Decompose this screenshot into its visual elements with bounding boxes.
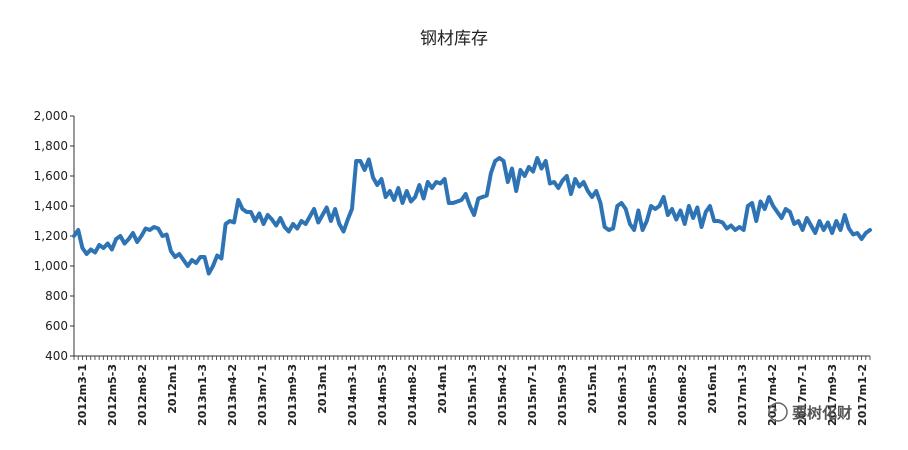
x-axis: 2012m3-1 2012m5-3 2012m8-2 2012m1 2013m1-3 20… <box>73 355 871 426</box>
x-tick-label: 2017m4-2 <box>766 364 779 426</box>
watermark-icon-dot <box>773 408 777 412</box>
x-tick-label: 2017m9-3 <box>826 364 839 426</box>
y-tick-label: 1,400 <box>34 199 68 213</box>
x-tick-label: 2015m9-3 <box>556 364 569 426</box>
watermark-text: 要树化财 <box>792 404 852 422</box>
x-tick-label: 2015m4-2 <box>496 364 509 426</box>
x-tick-label: 2015m7-1 <box>526 364 539 426</box>
y-tick-label: 1,800 <box>34 139 68 153</box>
x-tick-label: 2016m1 <box>706 364 719 414</box>
x-tick-label: 2016m8-2 <box>676 364 689 426</box>
watermark: 要树化财 <box>768 402 852 422</box>
x-tick-label: 2015m1 <box>586 364 599 414</box>
y-tick-label: 1,000 <box>34 259 68 273</box>
x-tick-label: 2017m1-2 <box>856 364 869 426</box>
x-tick-label: 2013m1 <box>316 364 329 414</box>
series-line <box>72 156 872 276</box>
y-tick-label: 400 <box>45 349 68 363</box>
x-tick-label: 2014m3-1 <box>346 364 359 426</box>
series-group <box>72 156 872 276</box>
y-tick-label: 1,200 <box>34 229 68 243</box>
y-tick-label: 1,600 <box>34 169 68 183</box>
x-tick-label: 2012m5-3 <box>106 364 119 426</box>
y-axis: 2,000 1,800 1,600 1,400 1,200 1,000 800 600 400 <box>34 109 75 363</box>
watermark-icon <box>768 402 788 422</box>
x-tick-label: 2012m8-2 <box>136 364 149 426</box>
x-tick-label: 2014m1 <box>436 364 449 414</box>
x-tick-label: 2012m1 <box>166 364 179 414</box>
x-tick-label: 2012m3-1 <box>76 364 89 426</box>
chart-title: 钢材库存 <box>420 29 488 49</box>
x-tick-label: 2013m9-3 <box>286 364 299 426</box>
x-tick-label: 2017m7-1 <box>796 364 809 426</box>
x-tick-label: 2016m3-1 <box>616 364 629 426</box>
x-tick-label: 2013m7-1 <box>256 364 269 426</box>
x-tick-label: 2017m1-3 <box>736 364 749 426</box>
x-tick-label: 2014m5-3 <box>376 364 389 426</box>
x-tick-label: 2013m1-3 <box>196 364 209 426</box>
x-tick-label: 2014m8-2 <box>406 364 419 426</box>
x-tick-label: 2015m1-3 <box>466 364 479 426</box>
y-tick-label: 2,000 <box>34 109 68 123</box>
x-tick-label: 2016m5-3 <box>646 364 659 426</box>
x-tick-label: 2013m4-2 <box>226 364 239 426</box>
y-tick-label: 600 <box>45 319 68 333</box>
y-tick-label: 800 <box>45 289 68 303</box>
